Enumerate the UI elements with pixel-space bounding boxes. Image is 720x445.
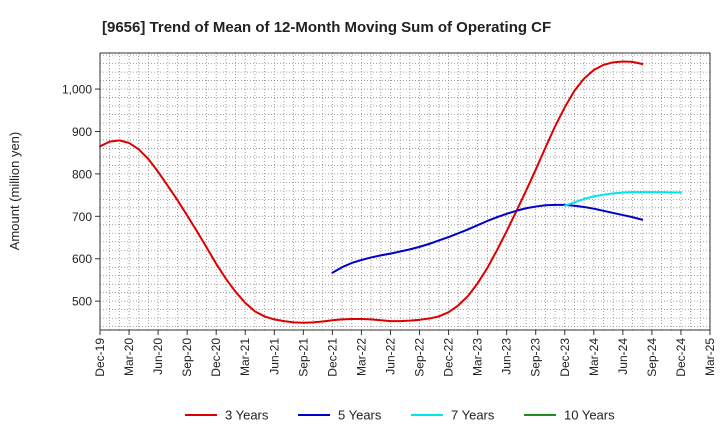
- legend: 3 Years 5 Years 7 Years 10 Years: [185, 408, 615, 423]
- grid: [100, 53, 710, 330]
- x-tick-label: Jun-21: [267, 338, 281, 375]
- y-tick-label: 800: [72, 167, 92, 181]
- x-tick-label: Mar-20: [122, 338, 136, 376]
- x-tick-label: Dec-23: [558, 338, 572, 377]
- x-tick-label: Mar-24: [587, 338, 601, 376]
- axes: 500 600 700 800 900 1,000 Dec-19 Mar-20 Jun-20 Se…: [62, 83, 717, 377]
- y-tick-label: 700: [72, 210, 92, 224]
- x-tick-label: Dec-19: [93, 338, 107, 377]
- x-tick-label: Sep-20: [180, 338, 194, 377]
- x-tick-label: Sep-24: [645, 338, 659, 377]
- legend-label: 5 Years: [338, 408, 382, 423]
- x-tick-label: Jun-24: [616, 338, 630, 375]
- series-line-5-years: [331, 203, 644, 274]
- x-tick-label: Jun-23: [500, 338, 514, 375]
- y-axis-label: Amount (million yen): [7, 132, 22, 251]
- x-tick-label: Dec-22: [442, 338, 456, 377]
- chart-title: [9656] Trend of Mean of 12-Month Moving …: [102, 19, 551, 36]
- legend-label: 10 Years: [564, 408, 615, 423]
- x-tick-label: Mar-25: [703, 338, 717, 376]
- x-tick-label: Mar-21: [238, 338, 252, 376]
- legend-label: 3 Years: [225, 408, 269, 423]
- x-tick-label: Mar-23: [471, 338, 485, 376]
- plot-frame: [99, 52, 711, 331]
- x-tick-label: Dec-20: [209, 338, 223, 377]
- x-tick-label: Jun-22: [383, 338, 397, 375]
- x-tick-label: Sep-23: [529, 338, 543, 377]
- x-tick-label: Jun-20: [151, 338, 165, 375]
- y-tick-label: 600: [72, 252, 92, 266]
- y-tick-label: 1,000: [62, 83, 92, 97]
- y-tick-label: 500: [72, 295, 92, 309]
- series-line-3-years: [99, 60, 644, 324]
- y-tick-label: 900: [72, 125, 92, 139]
- x-tick-label: Dec-21: [325, 338, 339, 377]
- x-tick-label: Sep-22: [413, 338, 427, 377]
- x-tick-label: Sep-21: [296, 338, 310, 377]
- x-tick-label: Dec-24: [674, 338, 688, 377]
- legend-label: 7 Years: [451, 408, 495, 423]
- series-lines: [99, 60, 682, 324]
- x-tick-label: Mar-22: [354, 338, 368, 376]
- series-line-7-years: [563, 191, 682, 207]
